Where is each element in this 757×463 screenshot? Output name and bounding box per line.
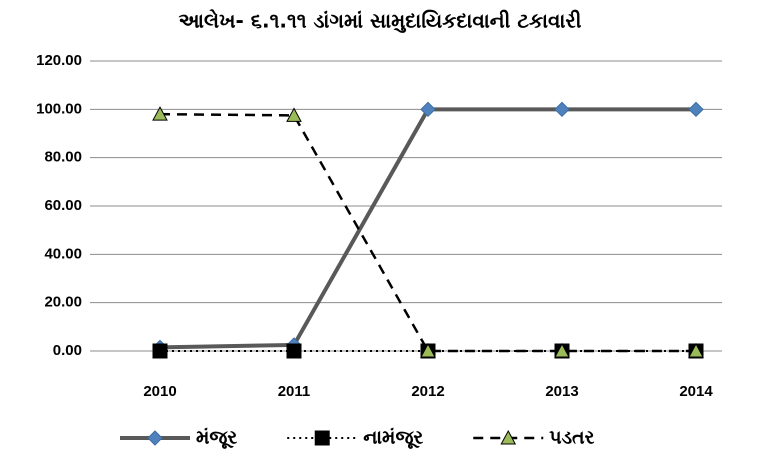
x-tick-label: 2010 <box>143 383 176 400</box>
data-point <box>420 101 436 118</box>
series-line <box>159 107 696 350</box>
legend-marker <box>314 430 330 446</box>
chart-title: આલેખ- ૬.૧.૧૧ ડાંગમાં સામુદાયિકદાવાની ટકા… <box>179 8 582 33</box>
y-tick-label: 60.00 <box>44 197 82 214</box>
legend-marker <box>147 430 163 446</box>
x-tick-label: 2012 <box>411 383 444 400</box>
data-point <box>152 106 168 121</box>
data-point <box>152 343 168 359</box>
y-tick-label: 20.00 <box>44 294 82 311</box>
y-tick-label: 40.00 <box>44 245 82 262</box>
x-tick-label: 2011 <box>278 383 311 400</box>
data-point <box>688 342 704 358</box>
series-line <box>159 112 696 353</box>
legend-label: પડતર <box>549 427 594 449</box>
data-point <box>420 342 436 358</box>
data-point <box>286 107 302 122</box>
x-tick-label: 2013 <box>545 383 578 400</box>
legend-marker <box>500 429 517 445</box>
y-tick-label: 0.00 <box>53 342 82 359</box>
legend-label: મંજૂર <box>196 427 237 449</box>
data-point <box>286 343 302 359</box>
data-point <box>554 101 570 118</box>
y-tick-label: 120.00 <box>36 52 82 69</box>
x-tick-label: 2014 <box>679 383 713 400</box>
y-tick-label: 80.00 <box>44 149 82 166</box>
data-point <box>688 101 704 118</box>
y-tick-label: 100.00 <box>36 100 82 117</box>
data-point <box>554 342 570 358</box>
legend-label: નામંજૂર <box>363 427 423 449</box>
